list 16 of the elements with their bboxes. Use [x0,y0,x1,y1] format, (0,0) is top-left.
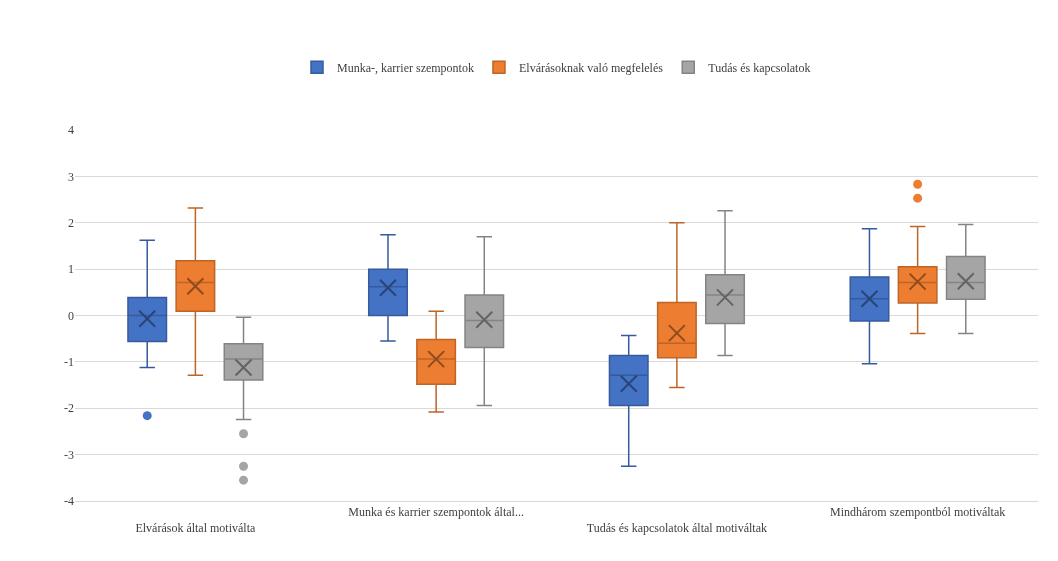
y-tick-label: 1 [68,262,74,277]
legend-label: Elvárásoknak való megfelelés [518,60,664,75]
y-tick-label: 0 [68,308,74,323]
legend-label: Munka-, karrier szempontok [337,60,474,75]
x-tick-label: Munka és karrier szempontok által... [348,505,524,520]
y-tick-label: -1 [64,355,74,370]
y-tick-label: 2 [68,215,74,230]
y-tick-label: -4 [64,494,74,509]
y-tick-label: 4 [68,123,74,138]
x-tick-label: Mindhárom szempontból motiváltak [829,505,1006,520]
y-tick-label: -2 [64,401,74,416]
y-tick-label: 3 [68,169,74,184]
x-tick-label: Elvárások által motiválta [135,521,257,535]
y-tick-label: -3 [64,447,74,462]
x-tick-label: Tudás és kapcsolatok által motiváltak [586,521,767,535]
legend-label: Tudás és kapcsolatok [708,60,811,75]
